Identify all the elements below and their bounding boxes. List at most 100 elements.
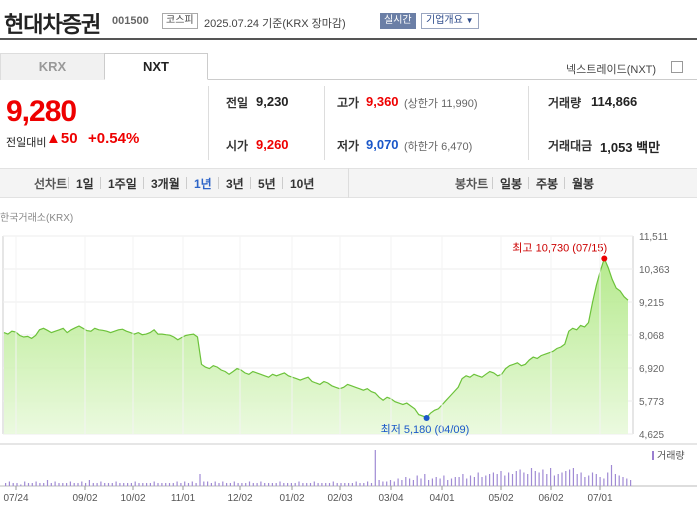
low-label: 저가 [337,139,360,153]
volume-bar [580,472,582,486]
volume-bar [96,483,98,486]
volume-bar [588,475,590,486]
volume-bar [184,481,186,486]
volume-bar [542,469,544,486]
period-3y[interactable]: 3년 [226,177,244,191]
up-triangle-icon: ▲ [46,130,61,147]
volume-bar [393,481,395,486]
candle-monthly[interactable]: 월봉 [572,177,595,191]
volume-bar [603,478,605,486]
volume-bar [569,469,571,486]
volume-bar [481,477,483,486]
company-info-label: 기업개요 [426,15,463,26]
volume-bar [382,481,384,486]
volume-bar [473,477,475,486]
volume-label: 거래량 [548,96,582,110]
period-1d[interactable]: 1일 [76,177,94,191]
volume-bar [27,483,30,486]
x-tick-label: 04/01 [429,493,454,504]
period-1w[interactable]: 1주일 [108,177,137,191]
volume-bar [123,483,125,486]
volume-bar [24,481,26,486]
volume-bar [622,477,624,486]
change-value: 50 [60,130,78,147]
current-price: 9,280 [6,95,77,128]
prev-close-label: 전일 [226,96,249,110]
volume-bar [187,483,190,486]
volume-bar [298,481,300,486]
volume-bar [168,483,171,486]
divider [492,177,493,189]
volume-bar [85,483,87,486]
volume-bar [302,483,304,486]
volume-bar [294,483,296,486]
period-3m[interactable]: 3개월 [151,177,180,191]
volume-bar [416,475,418,486]
nxt-toggle-label[interactable]: 넥스트레이드(NXT) [566,64,657,76]
period-10y[interactable]: 10년 [290,177,315,191]
volume-bar [348,483,350,486]
volume-bar [146,483,148,486]
change-label: 전일대비 [6,137,47,149]
volume-bar [207,481,209,486]
volume-bar [100,481,102,486]
amount-value: 1,053 백만 [600,140,661,155]
tab-krx[interactable]: KRX [0,53,104,80]
open-value: 9,260 [256,137,289,152]
volume-bar [58,483,60,486]
volume-bar [248,481,251,486]
candle-daily[interactable]: 일봉 [500,177,523,191]
volume-bar [66,483,68,486]
volume-bar [176,481,178,486]
divider [324,86,325,160]
y-tick-label: 11,511 [639,232,669,243]
volume-bar [500,471,502,486]
volume-bar [237,483,239,486]
volume-bar [450,478,453,486]
volume-bar [180,483,182,486]
y-tick-label: 10,363 [639,265,670,276]
high-marker [601,255,608,262]
tab-nxt[interactable]: NXT [104,53,208,80]
x-tick-label: 07/01 [587,493,612,504]
y-tick-label: 4,625 [639,430,664,441]
volume-bar [572,468,574,486]
x-tick-label: 01/02 [279,493,304,504]
volume-bar [538,472,540,486]
volume-bar [565,471,567,486]
volume-bar [363,483,365,486]
candle-weekly[interactable]: 주봉 [536,177,559,191]
live-button[interactable]: 실시간 [380,13,416,29]
volume-bar [309,483,312,486]
volume-bar [325,483,327,486]
volume-bar [443,475,445,486]
period-5y[interactable]: 5년 [258,177,276,191]
volume-bar [492,472,494,486]
price-chart[interactable]: 11,511 10,363 9,215 8,068 6,920 5,773 4,625 최고 … [0,226,697,512]
nxt-checkbox[interactable] [671,61,683,73]
volume-bar [409,478,411,486]
volume-bar [313,481,315,486]
volume-bar [397,478,399,486]
price-line [3,256,629,419]
low-label: 최저 5,180 (04/09) [381,423,470,436]
period-1y[interactable]: 1년 [194,177,212,191]
volume-bar [226,483,228,486]
volume-bar [130,483,132,486]
upper-limit: (상한가 11,990) [404,98,478,110]
volume-bar [367,481,369,486]
company-info-dropdown[interactable]: 기업개요 ▼ [421,13,479,29]
volume-bar [630,480,632,486]
volume-bar [39,483,41,486]
volume-bar [496,474,498,486]
high-value: 9,360 [366,94,399,109]
x-tick-label: 05/02 [488,493,513,504]
volume-bar [256,483,258,486]
volume-bar [374,450,376,486]
volume-bar [77,483,79,486]
stock-code: 001500 [112,15,149,27]
volume-bar [447,480,449,486]
volume-bar [523,472,525,486]
volume-legend-swatch [652,451,654,460]
volume-bar [489,474,491,486]
